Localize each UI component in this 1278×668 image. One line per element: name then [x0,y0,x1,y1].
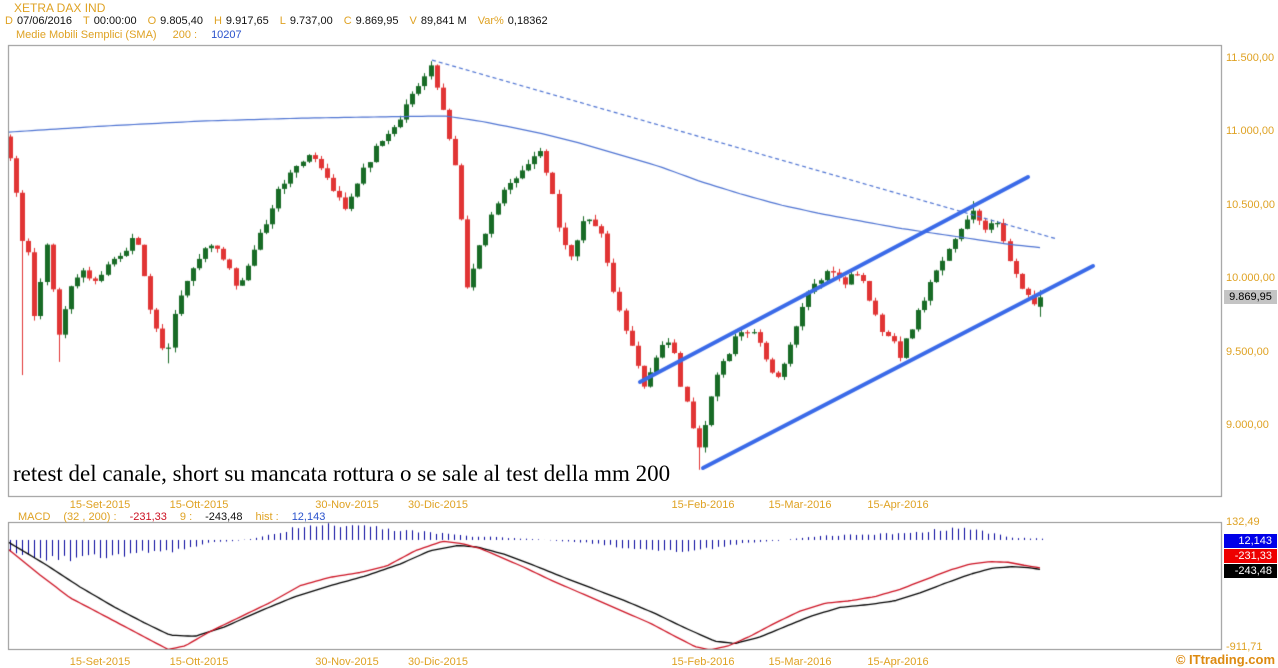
macd-badge-text: -231,33 [1234,550,1272,562]
macd-indicator-row: MACD (32 , 200) : -231,33 9 : -243,48 hi… [18,511,325,523]
ohlc-field-label: C [343,15,352,27]
ohlc-field-value: 9.869,95 [355,15,399,27]
ohlc-field-value: 89,841 M [420,15,467,27]
ohlc-field-l: L 9.737,00 [280,15,333,27]
date-tick-label: 30-Nov-2015 [315,499,379,511]
ohlc-field-value: 9.805,40 [160,15,203,27]
annotation-text: retest del canale, short su mancata rott… [13,461,671,486]
macd-badge: 12,143 [1224,534,1277,548]
date-tick-label: 15-Feb-2016 [671,656,735,668]
macd-value: -231,33 [129,511,167,523]
price-tick-label: 10.000,00 [1226,272,1275,285]
symbol-title: XETRA DAX IND [14,1,106,15]
ohlc-field-t: T 00:00:00 [83,15,137,27]
ohlc-field-label: H [213,15,222,27]
ohlc-field-label: V [409,15,417,27]
ohlc-field-d: D 07/06/2016 [5,15,72,27]
date-tick-label: 30-Nov-2015 [315,656,379,668]
macd-axis-min: -911,71 [1226,641,1263,653]
macd-params: (32 , 200) : [63,511,117,523]
price-tick-label: 9.000,00 [1226,419,1269,431]
date-tick-label: 15-Mar-2016 [768,656,832,668]
date-tick-label: 15-Feb-2016 [671,499,735,511]
macd-label: MACD [18,511,51,523]
date-tick-label: 30-Dic-2015 [408,499,468,511]
date-tick-label: 15-Apr-2016 [867,499,929,511]
macd-signal-label: 9 : [179,511,193,523]
ohlc-field-v: V 89,841 M [409,15,466,27]
sma-indicator-row: Medie Mobili Semplici (SMA) 200 : 10207 [16,29,242,41]
date-tick-label: 15-Apr-2016 [867,656,929,668]
ohlc-status-row: D 07/06/2016 T 00:00:00 O 9.805,40 H 9.917,65 L 9… [5,15,548,27]
macd-badge-text: -243,48 [1234,565,1272,577]
ohlc-field-var: Var% 0,18362 [478,15,548,27]
date-tick-label: 15-Ott-2015 [169,656,229,668]
ohlc-field-label: O [147,15,157,27]
macd-badge-text: 12,143 [1238,535,1272,547]
ohlc-field-value: 9.737,00 [289,15,333,27]
macd-hist-label: hist : [255,511,279,523]
sma-value: 10207 [211,29,242,41]
price-tick-label: 9.500,00 [1226,345,1269,358]
ohlc-field-h: H 9.917,65 [214,15,269,27]
ohlc-field-value: 00:00:00 [93,15,137,27]
last-price-badge: 9.869,95 [1224,290,1277,305]
price-tick-label: 10.500,00 [1226,198,1275,211]
macd-badge: -231,33 [1224,549,1277,563]
date-tick-label: 15-Ott-2015 [169,499,229,511]
macd-axis-max: 132,49 [1226,516,1260,528]
date-tick-label: 15-Set-2015 [69,499,131,511]
date-tick-label: 30-Dic-2015 [408,656,468,668]
ohlc-field-label: D [5,15,13,27]
ohlc-field-label: Var% [477,15,504,27]
macd-signal-value: -243,48 [205,511,243,523]
ohlc-field-value: 9.917,65 [225,15,269,27]
date-tick-label: 15-Set-2015 [69,656,131,668]
price-tick-label: 11.000,00 [1226,125,1275,138]
macd-hist-value: 12,143 [291,511,326,523]
ohlc-field-value: 0,18362 [507,15,548,27]
ohlc-field-c: C 9.869,95 [344,15,399,27]
date-tick-label: 15-Mar-2016 [768,499,832,511]
price-tick-label: 11.500,00 [1226,52,1275,64]
sma-label: Medie Mobili Semplici (SMA) [16,29,157,41]
ohlc-field-label: T [83,15,90,27]
macd-badge: -243,48 [1224,564,1277,578]
ohlc-field-value: 07/06/2016 [16,15,73,27]
sma-period: 200 : [172,29,198,41]
ohlc-field-o: O 9.805,40 [148,15,203,27]
copyright-watermark: © ITtrading.com [1175,652,1275,667]
ohlc-field-label: L [279,15,286,27]
